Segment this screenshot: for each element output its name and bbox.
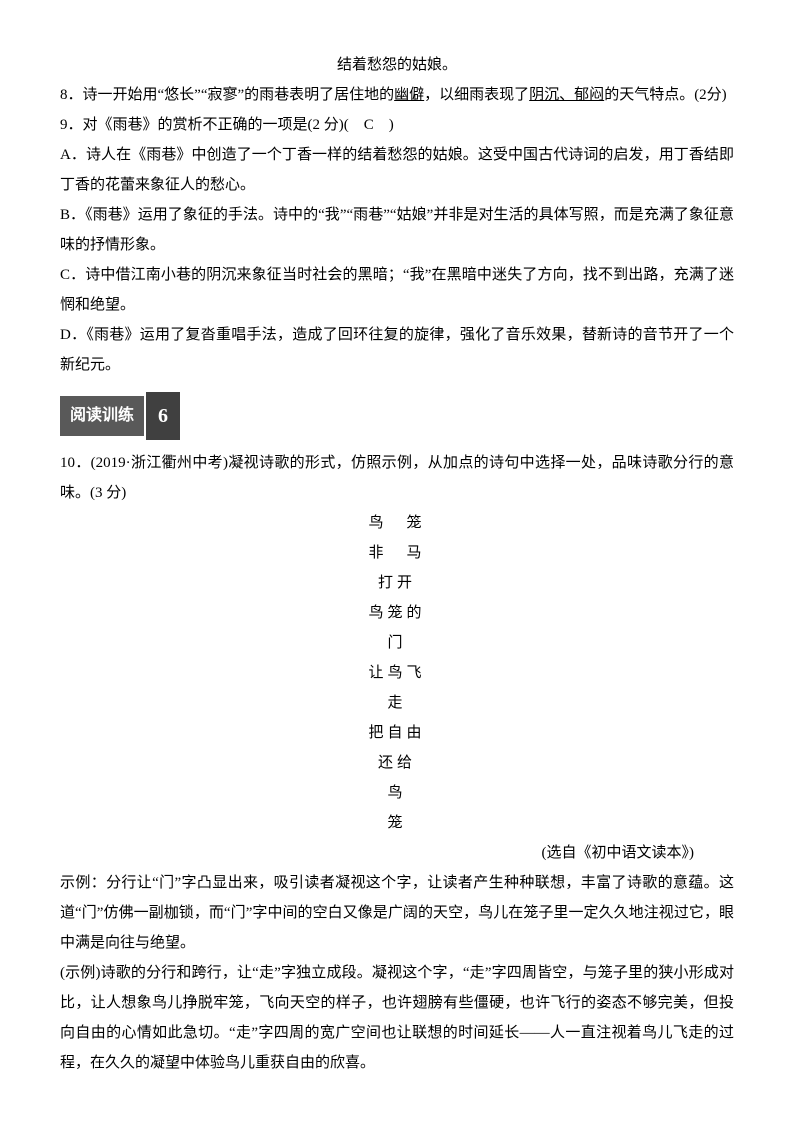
q8-mid: ，以细雨表现了 xyxy=(424,87,529,103)
question-10-stem: 10．(2019·浙江衢州中考)凝视诗歌的形式，仿照示例，从加点的诗句中选择一处… xyxy=(60,448,734,508)
poem-line-1: 打开 xyxy=(60,568,734,598)
poem-source: (选自《初中语文读本》) xyxy=(60,838,734,868)
poem-line-5: 走 xyxy=(60,688,734,718)
poem-author: 非 马 xyxy=(60,538,734,568)
answer-text: (示例)诗歌的分行和跨行，让“走”字独立成段。凝视这个字，“走”字四周皆空，与笼… xyxy=(60,958,734,1078)
poem-line-4: 让鸟飞 xyxy=(60,658,734,688)
question-9-stem: 9．对《雨巷》的赏析不正确的一项是(2 分)( C ) xyxy=(60,110,734,140)
poem-line-9: 笼 xyxy=(60,808,734,838)
question-9-option-b: B．《雨巷》运用了象征的手法。诗中的“我”“雨巷”“姑娘”并非是对生活的具体写照… xyxy=(60,200,734,260)
q8-answer1: 幽僻 xyxy=(394,87,424,103)
section-label: 阅读训练 xyxy=(60,396,144,436)
q8-prefix: 8．诗一开始用“悠长”“寂寥”的雨巷表明了居住地的 xyxy=(60,87,394,103)
q8-suffix: 的天气特点。(2分) xyxy=(604,87,727,103)
poem-line-8: 鸟 xyxy=(60,778,734,808)
poem-line-3: 门 xyxy=(60,628,734,658)
question-9-option-a: A．诗人在《雨巷》中创造了一个丁香一样的结着愁怨的姑娘。这受中国古代诗词的启发，… xyxy=(60,140,734,200)
q8-answer2: 阴沉、郁闷 xyxy=(529,87,604,103)
poem-line-2: 鸟笼的 xyxy=(60,598,734,628)
question-9-option-d: D．《雨巷》运用了复沓重唱手法，造成了回环往复的旋律，强化了音乐效果，替新诗的音… xyxy=(60,320,734,380)
example-text: 示例：分行让“门”字凸显出来，吸引读者凝视这个字，让读者产生种种联想，丰富了诗歌… xyxy=(60,868,734,958)
poem-fragment: 结着愁怨的姑娘。 xyxy=(60,50,734,80)
question-8: 8．诗一开始用“悠长”“寂寥”的雨巷表明了居住地的幽僻，以细雨表现了阴沉、郁闷的… xyxy=(60,80,734,110)
question-9-option-c: C．诗中借江南小巷的阴沉来象征当时社会的黑暗；“我”在黑暗中迷失了方向，找不到出… xyxy=(60,260,734,320)
poem-line-6: 把自由 xyxy=(60,718,734,748)
section-header: 阅读训练 6 xyxy=(60,392,734,440)
poem-title: 鸟 笼 xyxy=(60,508,734,538)
poem-line-7: 还给 xyxy=(60,748,734,778)
section-number: 6 xyxy=(146,392,180,440)
